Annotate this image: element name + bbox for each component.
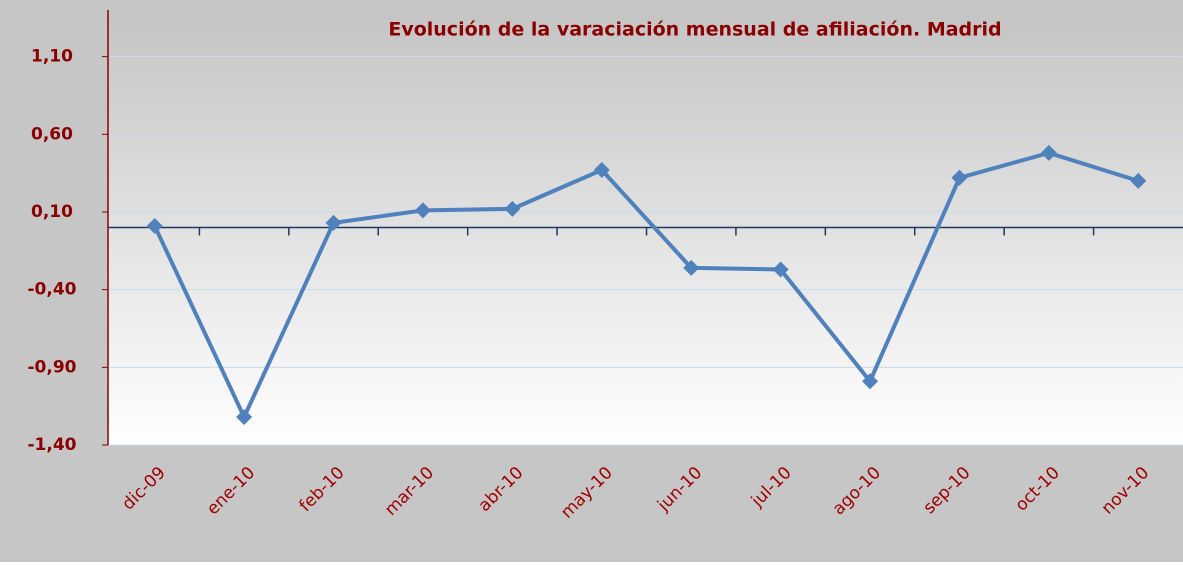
data-point bbox=[236, 409, 253, 426]
data-point bbox=[951, 169, 968, 186]
data-point bbox=[1040, 144, 1057, 161]
data-point bbox=[414, 202, 431, 219]
data-point bbox=[1130, 172, 1147, 189]
data-point bbox=[504, 200, 521, 217]
y-tick-label: 0,60 bbox=[31, 124, 73, 144]
y-tick-label: 0,10 bbox=[31, 202, 73, 222]
y-tick-label: -0,90 bbox=[28, 357, 77, 377]
data-point bbox=[862, 373, 879, 390]
y-tick-label: -1,40 bbox=[28, 435, 77, 455]
data-point bbox=[146, 217, 163, 234]
data-point bbox=[683, 259, 700, 276]
y-tick-label: -0,40 bbox=[28, 280, 77, 300]
chart-title: Evolución de la varaciación mensual de a… bbox=[388, 19, 1001, 41]
series-line bbox=[152, 150, 1139, 420]
y-tick-label: 1,10 bbox=[31, 47, 73, 67]
data-point bbox=[593, 162, 610, 179]
data-point bbox=[325, 214, 342, 231]
data-point bbox=[772, 261, 789, 278]
